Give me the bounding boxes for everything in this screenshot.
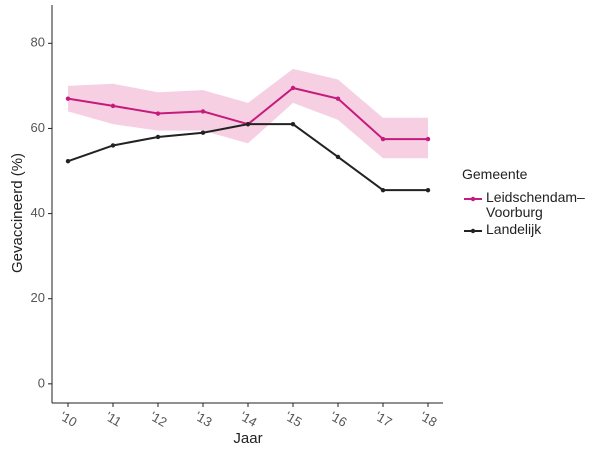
x-tick-label: '14 bbox=[237, 408, 259, 429]
legend-label: Leidschendam–Voorburg bbox=[486, 189, 585, 220]
point bbox=[200, 109, 206, 114]
point bbox=[335, 96, 341, 101]
y-tick-label: 80 bbox=[31, 35, 45, 50]
x-tick-label: '15 bbox=[282, 408, 304, 429]
x-tick-label: '16 bbox=[327, 408, 349, 429]
point bbox=[155, 111, 161, 116]
point bbox=[110, 143, 116, 148]
legend: Leidschendam–Voorburg Landelijk bbox=[462, 190, 586, 240]
point bbox=[200, 130, 206, 135]
x-tick-label: '17 bbox=[372, 408, 394, 429]
legend-key bbox=[464, 228, 482, 234]
point bbox=[425, 136, 431, 142]
legend-entry: Landelijk bbox=[462, 222, 586, 238]
confidence-band bbox=[68, 68, 428, 159]
point bbox=[155, 134, 161, 140]
point bbox=[380, 136, 386, 142]
y-tick-label: 20 bbox=[31, 290, 45, 305]
y-axis-title: Gevaccineerd (%) bbox=[9, 153, 26, 273]
y-tick-label: 60 bbox=[31, 120, 45, 135]
x-tick-label: '11 bbox=[103, 409, 124, 430]
point bbox=[245, 121, 251, 127]
legend-label: Landelijk bbox=[486, 221, 542, 237]
x-tick-label: '13 bbox=[192, 408, 214, 429]
point bbox=[65, 159, 71, 164]
y-tick-label: 40 bbox=[31, 205, 45, 220]
point bbox=[380, 187, 386, 193]
point bbox=[110, 103, 116, 109]
x-tick-label: '18 bbox=[417, 408, 439, 429]
point bbox=[425, 187, 431, 193]
legend-title: Gemeente bbox=[462, 166, 528, 182]
legend-key bbox=[464, 196, 482, 202]
y-tick-label: 0 bbox=[38, 375, 45, 390]
x-axis-title: Jaar bbox=[233, 430, 262, 447]
legend-entry: Leidschendam–Voorburg bbox=[462, 190, 586, 220]
point bbox=[65, 96, 71, 101]
point bbox=[335, 154, 341, 160]
x-tick-label: '12 bbox=[147, 408, 169, 429]
point bbox=[290, 121, 296, 127]
x-tick-label: '10 bbox=[57, 408, 79, 429]
point bbox=[290, 85, 296, 91]
